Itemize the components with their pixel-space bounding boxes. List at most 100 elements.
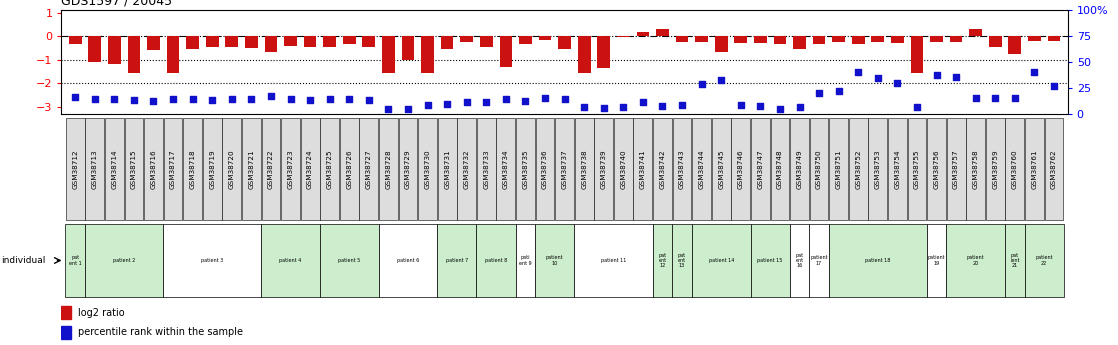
Bar <box>1008 36 1021 54</box>
Bar <box>735 36 747 43</box>
Text: pat
ent 1: pat ent 1 <box>69 255 82 266</box>
Point <box>732 102 750 107</box>
Text: GSM38738: GSM38738 <box>581 149 587 189</box>
Bar <box>871 36 884 42</box>
Text: GSM38736: GSM38736 <box>542 149 548 189</box>
Bar <box>617 36 629 37</box>
Text: GSM38745: GSM38745 <box>718 149 724 189</box>
Point <box>850 70 868 75</box>
Text: GSM38753: GSM38753 <box>874 149 881 189</box>
FancyBboxPatch shape <box>359 118 378 220</box>
Bar <box>578 36 590 73</box>
Bar <box>401 36 415 60</box>
Text: GSM38735: GSM38735 <box>522 149 529 189</box>
Text: GSM38752: GSM38752 <box>855 149 861 189</box>
Bar <box>226 36 238 47</box>
Text: GSM38729: GSM38729 <box>405 149 411 189</box>
Text: patient 4: patient 4 <box>280 258 302 263</box>
Point <box>771 106 789 111</box>
Bar <box>88 36 101 62</box>
FancyBboxPatch shape <box>515 224 536 297</box>
Point <box>477 100 495 105</box>
Point <box>496 97 514 102</box>
Text: GSM38716: GSM38716 <box>151 149 157 189</box>
Point <box>908 104 926 109</box>
FancyBboxPatch shape <box>653 118 672 220</box>
FancyBboxPatch shape <box>556 118 574 220</box>
Bar <box>69 36 82 45</box>
Point <box>1045 83 1063 89</box>
Bar <box>167 36 179 73</box>
FancyBboxPatch shape <box>888 118 907 220</box>
Text: patient 3: patient 3 <box>201 258 224 263</box>
Text: GSM38726: GSM38726 <box>347 149 352 189</box>
Bar <box>969 29 982 36</box>
FancyBboxPatch shape <box>575 118 594 220</box>
Point <box>556 97 574 102</box>
FancyBboxPatch shape <box>927 224 946 297</box>
Bar <box>148 36 160 50</box>
FancyBboxPatch shape <box>830 118 849 220</box>
Text: GSM38719: GSM38719 <box>209 149 216 189</box>
Point <box>399 106 417 111</box>
Text: GSM38743: GSM38743 <box>679 149 685 189</box>
Text: individual: individual <box>1 256 46 265</box>
Bar <box>1029 36 1041 41</box>
Bar <box>675 36 689 42</box>
FancyBboxPatch shape <box>789 224 809 297</box>
Point <box>457 100 475 105</box>
Text: patient 5: patient 5 <box>338 258 360 263</box>
Text: GSM38721: GSM38721 <box>248 149 255 189</box>
Point <box>1006 96 1024 101</box>
Bar <box>265 36 277 51</box>
Bar <box>323 36 337 47</box>
FancyBboxPatch shape <box>85 118 104 220</box>
Text: GSM38737: GSM38737 <box>561 149 568 189</box>
Bar <box>61 326 72 339</box>
Bar <box>714 36 728 51</box>
Bar <box>421 36 434 73</box>
Point <box>634 100 652 105</box>
FancyBboxPatch shape <box>731 118 750 220</box>
Point <box>340 97 358 102</box>
Text: pat
ent
12: pat ent 12 <box>659 253 666 268</box>
Point <box>321 97 339 102</box>
Text: GSM38731: GSM38731 <box>444 149 451 189</box>
Point <box>790 104 808 109</box>
Text: GSM38712: GSM38712 <box>73 149 78 189</box>
Point <box>517 99 534 104</box>
Text: GSM38757: GSM38757 <box>954 149 959 189</box>
FancyBboxPatch shape <box>437 224 476 297</box>
FancyBboxPatch shape <box>1024 224 1063 297</box>
Bar <box>461 36 473 42</box>
FancyBboxPatch shape <box>85 224 163 297</box>
FancyBboxPatch shape <box>966 118 985 220</box>
Point <box>379 106 397 111</box>
Point <box>418 102 436 107</box>
Text: patient
20: patient 20 <box>967 255 985 266</box>
Bar <box>754 36 767 43</box>
Text: GSM38751: GSM38751 <box>835 149 842 189</box>
Text: GSM38728: GSM38728 <box>386 149 391 189</box>
FancyBboxPatch shape <box>144 118 163 220</box>
Bar <box>108 36 121 65</box>
Text: log2 ratio: log2 ratio <box>78 308 125 318</box>
Text: GSM38739: GSM38739 <box>600 149 607 189</box>
Point <box>712 77 730 82</box>
Bar <box>187 36 199 49</box>
Text: GSM38742: GSM38742 <box>660 149 665 189</box>
Point <box>1025 70 1043 75</box>
Bar <box>284 36 297 46</box>
Point <box>66 95 84 100</box>
Point <box>262 93 280 99</box>
FancyBboxPatch shape <box>457 118 476 220</box>
FancyBboxPatch shape <box>281 118 300 220</box>
FancyBboxPatch shape <box>614 118 633 220</box>
Text: patient
10: patient 10 <box>546 255 563 266</box>
Bar <box>558 36 571 49</box>
Text: pat
ent
13: pat ent 13 <box>678 253 686 268</box>
Text: patient 8: patient 8 <box>485 258 508 263</box>
Text: GSM38762: GSM38762 <box>1051 149 1057 189</box>
Point <box>967 96 985 101</box>
Text: GSM38722: GSM38722 <box>268 149 274 189</box>
